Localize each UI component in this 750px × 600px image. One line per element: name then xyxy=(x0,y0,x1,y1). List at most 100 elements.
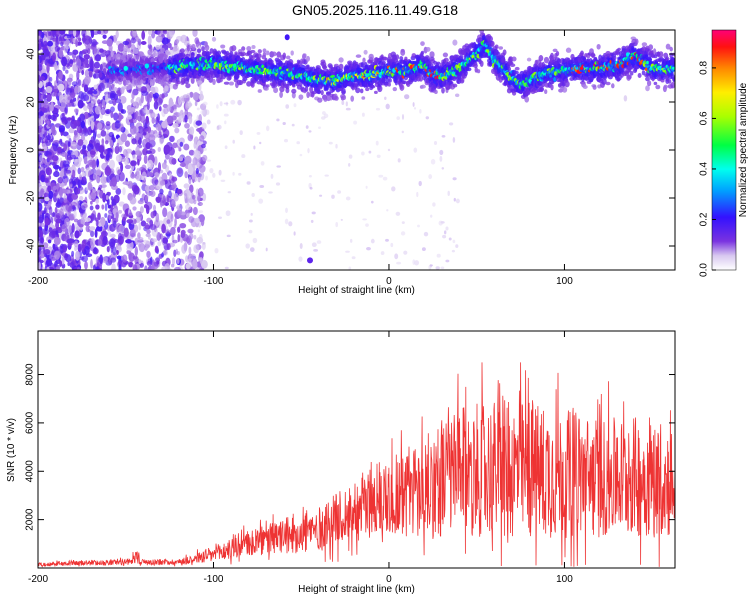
spectrogram-cell xyxy=(117,80,123,85)
spectrogram-cell xyxy=(84,113,90,119)
spectrogram-cell xyxy=(308,174,312,178)
spectrogram-cell xyxy=(103,30,109,34)
spectrogram-cell xyxy=(376,154,381,159)
spectrogram-cell xyxy=(73,122,79,129)
spectrogram-cell xyxy=(78,91,84,101)
spectrogram-cell xyxy=(69,99,74,104)
spectrogram-cell xyxy=(147,30,153,35)
spectrogram-cell xyxy=(162,237,169,244)
spectrogram-cell xyxy=(365,223,369,227)
spectrogram-cell xyxy=(112,87,118,92)
spectrogram-cell xyxy=(58,140,63,145)
chart-title: GN05.2025.116.11.49.G18 xyxy=(291,2,459,18)
spectrogram-cell xyxy=(337,190,342,194)
spectrogram-cell xyxy=(63,197,68,203)
spectrogram-cell xyxy=(299,243,303,249)
spectrogram-cell xyxy=(155,44,161,50)
spectrogram-cell xyxy=(223,113,229,117)
spectrogram-cell xyxy=(365,87,370,92)
spectrogram-cell xyxy=(99,190,104,199)
spectrogram-cell xyxy=(452,83,458,88)
spectrogram-cell xyxy=(276,118,280,122)
spectrogram-cell xyxy=(404,94,410,100)
spectrogram-cell xyxy=(94,105,101,115)
spectrogram-cell xyxy=(91,159,97,170)
spectrogram-cell xyxy=(174,127,180,134)
spectrogram-cell xyxy=(394,253,399,260)
spectrogram-cell xyxy=(355,87,361,94)
spectrogram-cell xyxy=(345,107,351,111)
spectrogram-cell xyxy=(46,266,50,270)
spectrogram-cell xyxy=(79,174,82,181)
spectrogram-cell xyxy=(189,253,196,260)
spectrogram-cell xyxy=(194,100,198,107)
spectrogram-cell xyxy=(39,240,44,251)
spectrogram-cell xyxy=(143,204,148,209)
spectrogram-cell xyxy=(375,140,379,146)
spectrogram-cell xyxy=(141,164,147,172)
spectrogram-cell xyxy=(89,226,96,231)
spectrogram-cell xyxy=(157,147,162,152)
spectrogram-cell xyxy=(218,169,222,176)
spectrogram-cell xyxy=(71,52,77,59)
spectrogram-cell xyxy=(54,164,59,173)
spectrogram-cell xyxy=(195,120,203,126)
spectrogram-cell xyxy=(200,203,203,206)
spectrogram-cell xyxy=(416,191,419,198)
spectrogram-cell xyxy=(189,233,194,240)
spectrogram-cell xyxy=(109,139,114,148)
spectrogram-cell xyxy=(142,131,147,136)
spectrogram-cell xyxy=(166,115,174,125)
spectrogram-cell xyxy=(43,40,48,47)
spectrogram-cell xyxy=(48,227,53,233)
spectrogram-cell xyxy=(72,180,76,186)
spectrogram-cell xyxy=(378,174,384,178)
spectrogram-cell xyxy=(362,218,367,221)
spectrogram-cell xyxy=(73,108,79,113)
spectrogram-cell xyxy=(161,37,169,45)
spectrogram-cell xyxy=(395,211,401,216)
spectrogram-cell xyxy=(168,172,172,180)
spectrogram-cell xyxy=(307,147,310,154)
spectrogram-cell xyxy=(118,171,125,182)
spectrogram-cell xyxy=(366,247,371,251)
spectrogram-cell xyxy=(69,37,74,43)
spectrogram-cell xyxy=(309,186,313,190)
spectrogram-cell xyxy=(128,211,133,216)
spectrogram-cell xyxy=(127,83,133,90)
spectrogram-cell xyxy=(102,99,106,107)
spectrogram-cell xyxy=(159,53,165,59)
spectrogram-cell xyxy=(70,233,75,240)
spectrogram-cell xyxy=(46,93,52,102)
spectrogram-cell xyxy=(445,226,449,231)
spectrogram-cell xyxy=(82,126,88,135)
spectrogram-cell xyxy=(168,156,175,165)
spectrogram-cell xyxy=(227,191,231,194)
spectrogram-cell xyxy=(79,113,86,122)
spectrogram-cell xyxy=(230,99,236,105)
spectrogram-cell xyxy=(64,217,70,227)
spectrogram-cell xyxy=(76,70,80,81)
spectrogram-cell xyxy=(44,217,49,226)
spectrogram-cell xyxy=(49,231,56,239)
spectrogram-cell xyxy=(89,115,95,122)
spectrogram-cell xyxy=(68,51,73,56)
spectrogram-cell xyxy=(250,212,253,216)
spectrogram-cell xyxy=(194,150,201,160)
spectrogram-cell xyxy=(401,221,405,224)
spectrogram-cell xyxy=(135,210,142,218)
spectrogram-cell xyxy=(38,128,42,134)
spectrogram-cell xyxy=(143,154,148,164)
spectrogram-cell xyxy=(180,211,187,216)
spectrogram-cell xyxy=(172,239,178,244)
spectrogram-cell xyxy=(77,243,81,253)
spectrogram-cell xyxy=(231,45,237,52)
spectrogram-cell xyxy=(163,250,167,256)
spectrogram-cell xyxy=(186,213,190,218)
spectrogram-cell xyxy=(245,243,250,249)
spectrogram-cell xyxy=(257,49,262,54)
spectrogram-cell xyxy=(176,80,181,85)
spectrogram-cell xyxy=(87,181,93,191)
spectrogram-cell xyxy=(442,52,449,58)
spectrogram-cell xyxy=(53,92,58,97)
